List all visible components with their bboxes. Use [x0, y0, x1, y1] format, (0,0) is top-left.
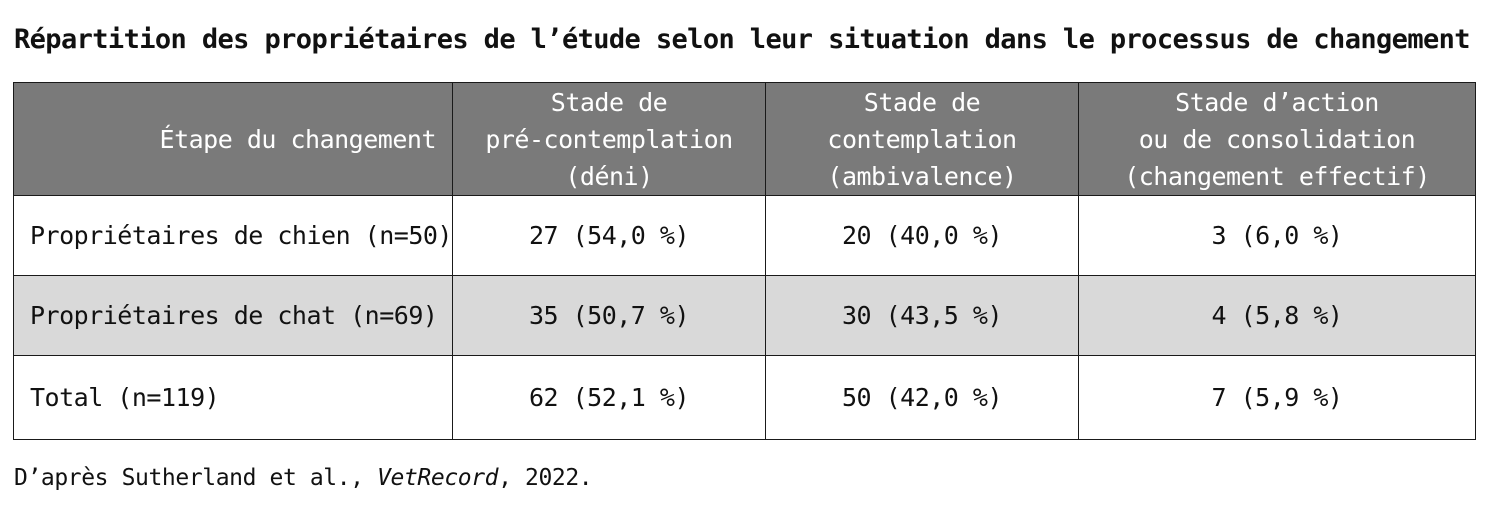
- header-row: Étape du changement Stade de pré-contemp…: [13, 82, 1476, 196]
- header-line: (déni): [565, 161, 653, 191]
- header-contemplation: Stade de contemplation (ambivalence): [765, 82, 1079, 196]
- row-label: Propriétaires de chat (n=69): [13, 275, 453, 356]
- table-row-cat-owners: Propriétaires de chat (n=69) 35 (50,7 %)…: [13, 275, 1476, 356]
- row-label: Total (n=119): [13, 355, 453, 440]
- header-line: contemplation: [827, 124, 1017, 154]
- header-precontemplation: Stade de pré-contemplation (déni): [452, 82, 766, 196]
- table-row-dog-owners: Propriétaires de chien (n=50) 27 (54,0 %…: [13, 195, 1476, 276]
- header-line: (ambivalence): [827, 161, 1017, 191]
- table-cell: 62 (52,1 %): [452, 355, 766, 440]
- header-line: (changement effectif): [1124, 161, 1430, 191]
- row-label: Propriétaires de chien (n=50): [13, 195, 453, 276]
- table-cell: 7 (5,9 %): [1078, 355, 1476, 440]
- source-prefix: D’après Sutherland et al.,: [14, 465, 378, 491]
- source-note: D’après Sutherland et al., VetRecord, 20…: [14, 465, 593, 491]
- table-cell: 4 (5,8 %): [1078, 275, 1476, 356]
- source-suffix: , 2022.: [498, 465, 593, 491]
- table-cell: 27 (54,0 %): [452, 195, 766, 276]
- table-cell: 20 (40,0 %): [765, 195, 1079, 276]
- header-line: Stade de: [550, 87, 668, 117]
- data-table: Étape du changement Stade de pré-contemp…: [13, 82, 1476, 440]
- header-line: ou de consolidation: [1138, 124, 1416, 154]
- header-line: pré-contemplation: [485, 124, 733, 154]
- header-action: Stade d’action ou de consolidation (chan…: [1078, 82, 1476, 196]
- table-cell: 35 (50,7 %): [452, 275, 766, 356]
- table-title: Répartition des propriétaires de l’étude…: [14, 24, 1471, 55]
- header-stage-label: Étape du changement: [13, 82, 453, 196]
- table-row-total: Total (n=119) 62 (52,1 %) 50 (42,0 %) 7 …: [13, 355, 1476, 440]
- header-line: Stade de: [863, 87, 981, 117]
- table-cell: 30 (43,5 %): [765, 275, 1079, 356]
- source-journal: VetRecord: [377, 465, 499, 491]
- table-cell: 3 (6,0 %): [1078, 195, 1476, 276]
- header-line: Stade d’action: [1175, 87, 1379, 117]
- table-cell: 50 (42,0 %): [765, 355, 1079, 440]
- header-line: Étape du changement: [159, 124, 437, 154]
